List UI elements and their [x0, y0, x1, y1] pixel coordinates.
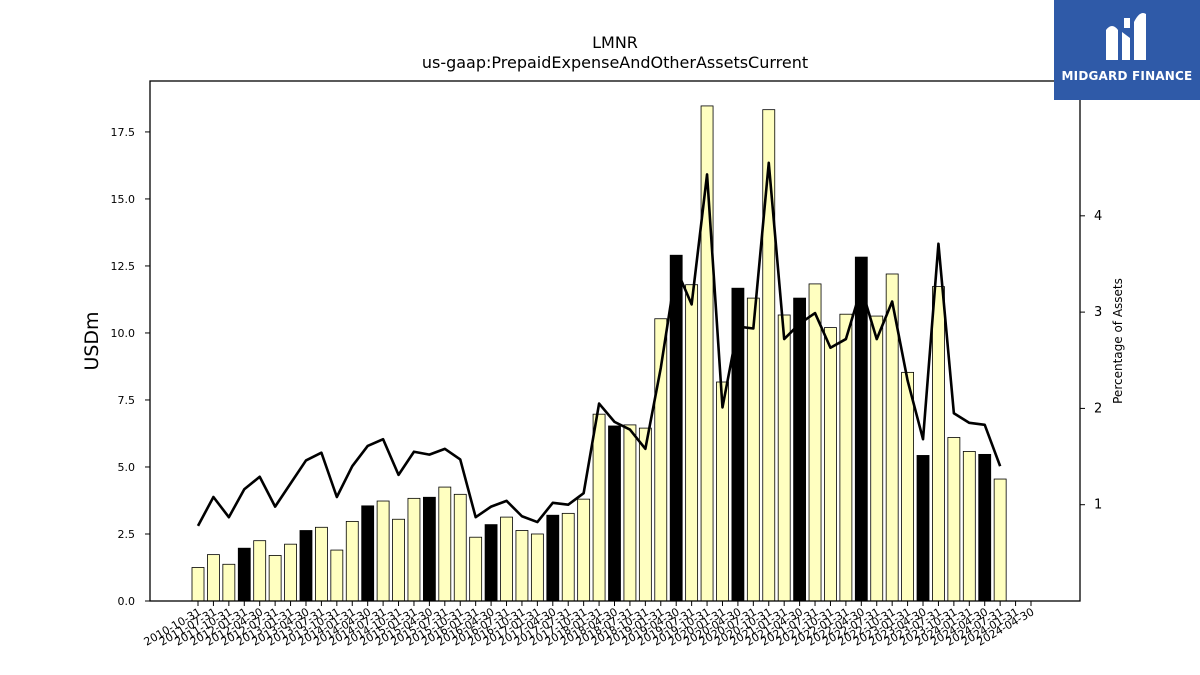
bar	[962, 451, 976, 602]
bar	[361, 505, 375, 602]
bar	[716, 381, 729, 602]
bar	[824, 327, 837, 602]
bar	[932, 286, 945, 602]
bar	[808, 283, 822, 602]
bar	[638, 427, 652, 602]
y2-tick-label: 3	[1094, 305, 1102, 320]
bar	[777, 314, 791, 602]
bar	[191, 567, 205, 602]
bar	[407, 497, 421, 602]
bar	[376, 500, 390, 602]
bar	[978, 453, 992, 602]
y2-axis-label: Percentage of Assets	[1111, 278, 1125, 404]
bar	[854, 256, 868, 602]
bar	[438, 486, 452, 602]
bar	[330, 549, 344, 602]
bar	[685, 284, 699, 602]
bar	[500, 516, 513, 602]
y-tick-label: 12.5	[111, 260, 136, 273]
y-tick-label: 15.0	[111, 193, 136, 206]
bar	[469, 536, 483, 602]
bar	[901, 371, 914, 602]
y-tick-label: 2.5	[118, 528, 136, 541]
bar	[345, 520, 359, 602]
y-tick-label: 5.0	[118, 461, 136, 474]
bar	[839, 313, 853, 602]
bar	[592, 413, 606, 602]
bar	[669, 254, 683, 602]
bar	[453, 493, 467, 602]
bar	[623, 424, 637, 602]
bar	[268, 555, 282, 602]
bar	[422, 496, 436, 602]
chart-subtitle: us-gaap:PrepaidExpenseAndOtherAssetsCurr…	[422, 53, 808, 72]
y2-tick-label: 1	[1094, 498, 1102, 513]
bar	[546, 514, 560, 602]
bar	[577, 498, 591, 602]
y-tick-label: 7.5	[118, 394, 136, 407]
line-series	[196, 161, 1002, 527]
y-tick-label: 17.5	[111, 126, 136, 139]
bar-series	[191, 105, 1007, 602]
bar	[299, 530, 313, 602]
bar	[253, 540, 267, 602]
y2-tick-label: 2	[1094, 401, 1102, 416]
bar	[916, 455, 930, 602]
brand-logo: MIDGARD FINANCE	[1054, 0, 1200, 100]
y-tick-label: 0.0	[118, 595, 136, 608]
bar	[207, 554, 220, 602]
bar	[237, 547, 251, 602]
series-line	[196, 161, 1002, 527]
bar	[746, 297, 760, 602]
midgard-logo-icon	[1106, 13, 1146, 60]
axes: 0.02.55.07.510.012.515.017.512342010-10-…	[111, 80, 1102, 649]
bar	[793, 297, 807, 602]
bar	[731, 287, 745, 602]
bar	[530, 533, 544, 602]
bar	[484, 524, 498, 602]
bar	[870, 315, 884, 602]
bar	[608, 425, 621, 602]
bar	[222, 563, 236, 602]
chart-title: LMNR	[592, 33, 638, 52]
bar	[315, 526, 328, 602]
bar	[947, 437, 961, 602]
brand-name: MIDGARD FINANCE	[1061, 69, 1193, 83]
bar	[993, 478, 1007, 602]
bar	[561, 512, 575, 602]
y-axis-label: USDm	[81, 311, 103, 370]
bar	[284, 543, 297, 602]
bar	[762, 109, 776, 602]
y2-tick-label: 4	[1094, 209, 1102, 224]
y-tick-label: 10.0	[111, 327, 136, 340]
bar	[392, 518, 405, 602]
bar	[515, 530, 529, 602]
